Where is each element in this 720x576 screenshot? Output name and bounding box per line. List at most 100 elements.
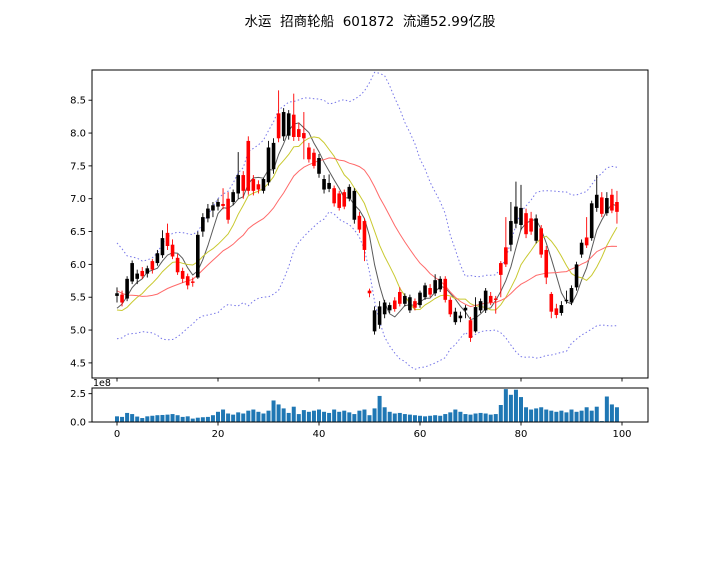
candle-body (347, 186, 352, 199)
volume-ytick-label: 2.5 (70, 389, 86, 400)
volume-bar (407, 414, 412, 422)
volume-bar (352, 414, 357, 422)
candle-body (190, 281, 195, 283)
volume-bar (115, 416, 119, 422)
price-ytick-label: 8.0 (70, 129, 86, 140)
candle-body (180, 270, 185, 279)
candle-body (554, 308, 559, 315)
volume-bar (231, 414, 236, 422)
candle-body (170, 244, 175, 257)
candle-body (115, 293, 119, 296)
candle-body (150, 261, 155, 270)
volume-bar (614, 407, 619, 422)
volume-bar (564, 412, 569, 422)
volume-bar (271, 400, 276, 422)
moving-average-layer (116, 122, 618, 321)
volume-bar (412, 415, 417, 422)
x-axis-tick-label: 20 (212, 429, 225, 440)
candle-body (564, 299, 569, 302)
candle-body (196, 234, 200, 278)
volume-bar (160, 414, 165, 422)
price-ytick-label: 5.0 (70, 326, 86, 337)
candle-body (281, 112, 286, 137)
candle-body (549, 293, 554, 312)
candle-body (367, 290, 372, 294)
volume-bar (458, 411, 463, 422)
candle-body (302, 133, 306, 139)
candle-body (332, 188, 336, 204)
candle-body (398, 291, 402, 304)
volume-bar (433, 415, 438, 422)
candle-body (579, 242, 584, 255)
volume-bar (513, 389, 518, 422)
axis-tick-labels: 4.5 5.0 5.5 6.0 6.5 7.0 7.5 8.0 8.5 0 20 40 60 80 100 0… (70, 96, 631, 440)
volume-bar (135, 416, 140, 422)
volume-bar (306, 411, 311, 422)
candle-body (574, 264, 579, 288)
volume-bar (195, 417, 200, 422)
candle-body (600, 197, 604, 214)
candle-body (605, 198, 609, 214)
candle-body (504, 247, 508, 265)
volume-bar (392, 413, 397, 422)
volume-bar (438, 415, 443, 422)
candle-body (514, 206, 518, 224)
volume-bar (493, 414, 498, 422)
candle-body (271, 142, 276, 170)
volume-bar (342, 410, 347, 422)
candle-body (297, 129, 301, 137)
candle-body (463, 307, 468, 311)
volume-bar (423, 416, 428, 422)
volume-bar (529, 409, 534, 422)
ma20-line (116, 157, 618, 308)
volume-unit-label: 1e8 (93, 378, 111, 389)
volume-bar (216, 411, 220, 422)
x-axis-tick-label: 60 (414, 429, 427, 440)
volume-bar (387, 411, 392, 422)
price-ytick-label: 5.5 (70, 293, 86, 304)
candle-body (125, 278, 129, 299)
volume-bar (524, 407, 529, 422)
volume-bar (589, 410, 594, 422)
candle-body (483, 290, 488, 311)
volume-bar (609, 404, 614, 422)
volume-bar (190, 418, 195, 422)
volume-axes (88, 387, 649, 426)
candle-body (594, 194, 599, 208)
volume-bar (397, 412, 402, 422)
ma10-line (116, 136, 618, 312)
candle-body (519, 207, 523, 225)
volume-bar (301, 410, 306, 422)
volume-bar (503, 389, 508, 422)
candle-body (382, 302, 387, 315)
candle-body (372, 310, 377, 332)
volume-bar (428, 415, 433, 422)
volume-bar (130, 414, 135, 422)
volume-bar (155, 415, 160, 422)
price-ytick-label: 7.5 (70, 161, 86, 172)
candle-body (403, 295, 407, 304)
candle-body (392, 300, 397, 310)
candlestick-layer (115, 90, 619, 342)
volume-bar (236, 412, 241, 422)
candle-body (291, 114, 296, 137)
volume-axes-frame (88, 387, 649, 426)
price-axes-frame (88, 69, 649, 382)
candle-body (453, 311, 458, 323)
candle-body (221, 203, 225, 206)
volume-bar (291, 406, 296, 422)
volume-bar (296, 414, 301, 422)
volume-bar (539, 407, 544, 422)
candle-body (160, 238, 165, 256)
volume-bar (180, 416, 185, 422)
price-ytick-label: 7.0 (70, 194, 86, 205)
volume-bar (402, 414, 407, 422)
candle-body (458, 315, 463, 319)
candle-body (120, 294, 124, 303)
x-axis-tick-label: 40 (313, 429, 326, 440)
volume-bar (554, 411, 559, 422)
candle-body (362, 221, 367, 250)
candle-body (140, 270, 145, 277)
volume-ytick-label: 0.0 (70, 418, 86, 429)
